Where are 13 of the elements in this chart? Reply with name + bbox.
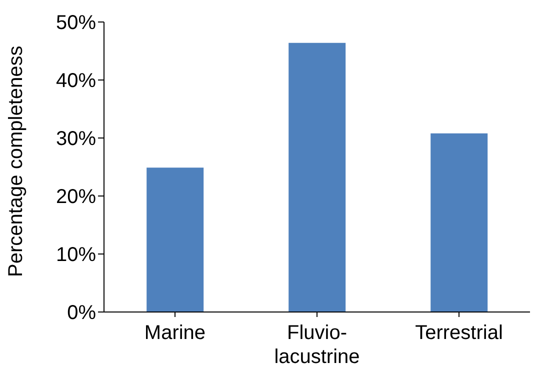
y-tick-label: 50% [56, 12, 96, 34]
x-tick-label: Marine [144, 322, 206, 344]
y-tick-label: 30% [56, 128, 96, 150]
x-tick-label: Terrestrial [415, 322, 503, 344]
y-tick-label: 40% [56, 70, 96, 92]
y-axis-title: Percentage completeness [5, 46, 28, 277]
y-tick-label: 0% [67, 302, 96, 324]
bar [146, 168, 204, 312]
x-tick-label: Fluvio-lacustrine [274, 322, 360, 368]
y-tick-label: 20% [56, 186, 96, 208]
y-tick-label: 10% [56, 244, 96, 266]
bar [288, 42, 346, 312]
bar [430, 133, 488, 312]
